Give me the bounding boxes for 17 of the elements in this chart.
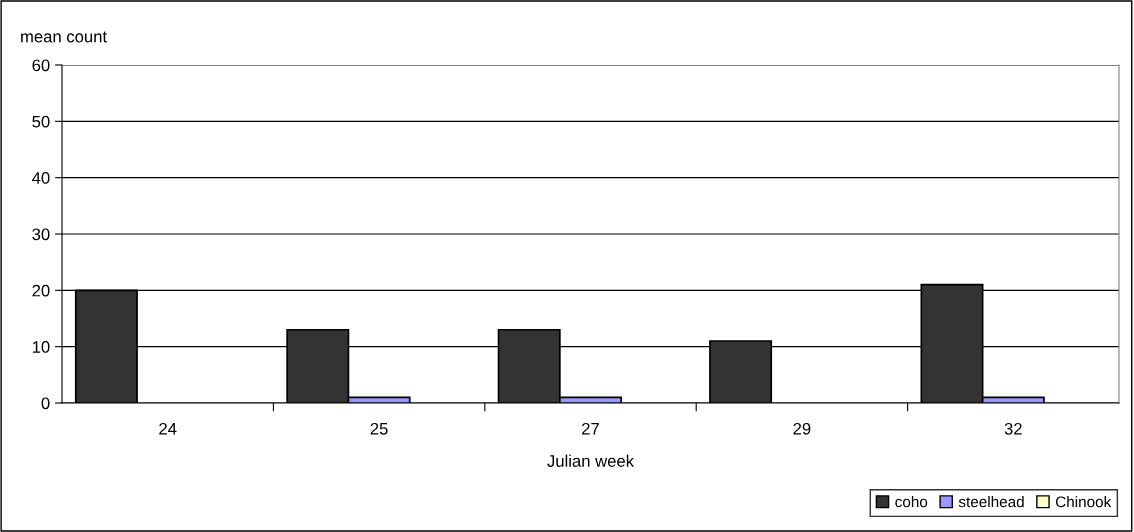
legend-label: steelhead [958,496,1024,508]
legend-label: coho [895,496,928,508]
y-tick-label: 50 [32,115,50,128]
y-tick-label: 0 [41,397,50,410]
y-tick-label: 40 [32,172,50,184]
x-tick-label: 25 [370,422,388,435]
x-tick-label: 27 [582,422,599,435]
x-tick-label: 32 [1004,422,1022,435]
y-tick-label: 10 [32,341,50,353]
y-tick-label: 30 [32,228,50,241]
y-tick-label: 60 [32,59,50,72]
y-tick-label: 20 [32,284,50,297]
legend-label: Chinook [1055,496,1112,508]
x-axis-title: Julian week [547,454,635,467]
x-tick-label: 24 [159,422,177,435]
x-tick-label: 29 [793,422,811,435]
y-axis-title: mean count [21,31,107,43]
